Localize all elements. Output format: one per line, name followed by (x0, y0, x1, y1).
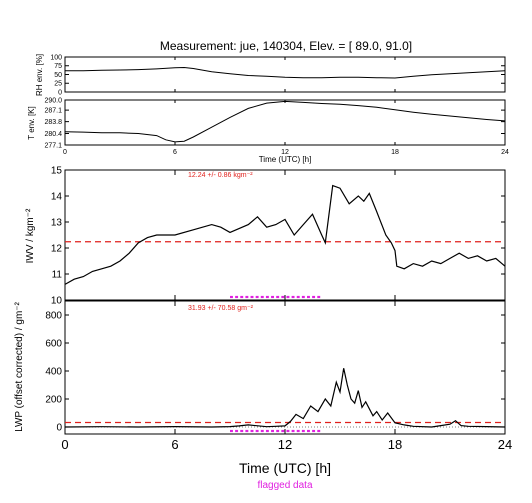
lwp-y-tick-label: 400 (45, 367, 62, 378)
iwv-y-tick-label: 13 (51, 218, 63, 229)
rh-y-tick-label: 0 (58, 89, 62, 96)
lwp-y-ticks: 0 200 400 600 800 (45, 311, 505, 434)
lwp-x-tick-label: 18 (388, 437, 402, 452)
lwp-y-tick-label: 0 (56, 423, 62, 434)
iwv-y-tick-label: 12 (51, 244, 63, 255)
rh-y-tick-label: 100 (50, 54, 62, 61)
iwv-y-label: IWV / kgm⁻² (25, 208, 36, 263)
rh-y-ticks: 025 50 75 100 (50, 54, 505, 96)
temp-x-tick-label: 0 (63, 149, 67, 156)
lwp-y-tick-label: 200 (45, 395, 62, 406)
iwv-y-tick-label: 10 (51, 296, 63, 307)
lwp-series-line (64, 368, 506, 428)
lwp-x-tick-label: 12 (278, 437, 292, 452)
flag-legend: flagged data (257, 480, 312, 491)
lwp-x-tick-label: 0 (61, 437, 68, 452)
temp-panel: 277.1 280.4 283.8 287.1 290.0 0 6 12 18 24 T env… (27, 97, 509, 164)
rh-y-tick-label: 75 (54, 63, 62, 70)
rh-y-tick-label: 50 (54, 72, 62, 79)
lwp-y-label: LWP (offset corrected) / gm⁻² (14, 301, 25, 431)
figure-title: Measurement: jue, 140304, Elev. = [ 89.0… (160, 39, 412, 53)
temp-y-tick-label: 277.1 (44, 142, 62, 149)
rh-x-ticks (64, 57, 506, 92)
lwp-axes-frame (64, 300, 506, 435)
iwv-series-line (64, 184, 506, 285)
lwp-x-label: Time (UTC) [h] (239, 460, 331, 476)
temp-y-tick-label: 290.0 (44, 97, 62, 104)
temp-y-label: T env. [K] (27, 106, 36, 140)
temp-series-line (64, 100, 506, 143)
lwp-x-tick-label: 24 (498, 437, 512, 452)
rh-y-label: RH env. [%] (35, 54, 44, 96)
temp-x-tick-label: 6 (173, 149, 177, 156)
temp-y-tick-label: 283.8 (44, 119, 62, 126)
temp-y-ticks: 277.1 280.4 283.8 287.1 290.0 (44, 97, 505, 149)
lwp-y-tick-label: 600 (45, 339, 62, 350)
lwp-x-ticks: 0 6 12 18 24 (61, 301, 512, 452)
iwv-x-ticks (64, 170, 506, 300)
iwv-y-ticks: 10 11 12 13 14 15 (51, 166, 505, 307)
iwv-y-tick-label: 14 (51, 192, 63, 203)
lwp-panel: 0 200 400 600 800 0 6 12 18 24 31.93 +/- 70.58 g… (14, 300, 512, 491)
temp-y-tick-label: 287.1 (44, 108, 62, 115)
rh-series-line (65, 66, 506, 79)
iwv-axes-frame (64, 169, 506, 301)
temp-x-tick-label: 18 (391, 149, 399, 156)
temp-x-tick-label: 12 (281, 149, 289, 156)
iwv-y-tick-label: 15 (51, 166, 63, 177)
temp-x-ticks: 0 6 12 18 24 (63, 100, 509, 156)
rh-y-tick-label: 25 (54, 81, 62, 88)
rh-panel: 025 50 75 100 RH env. [%] (35, 54, 506, 96)
temp-y-tick-label: 280.4 (44, 131, 62, 138)
iwv-panel: 10 11 12 13 14 15 12.24 +/- 0.86 kgm⁻² IWV / … (25, 166, 506, 307)
temp-x-label: Time (UTC) [h] (259, 155, 312, 164)
lwp-stats: 31.93 +/- 70.58 gm⁻² (188, 305, 254, 312)
temp-axes-frame (64, 99, 506, 146)
lwp-y-tick-label: 800 (45, 311, 62, 322)
iwv-stats: 12.24 +/- 0.86 kgm⁻² (188, 172, 253, 179)
lwp-x-tick-label: 6 (171, 437, 178, 452)
iwv-y-tick-label: 11 (52, 270, 63, 281)
temp-x-tick-label: 24 (501, 149, 509, 156)
